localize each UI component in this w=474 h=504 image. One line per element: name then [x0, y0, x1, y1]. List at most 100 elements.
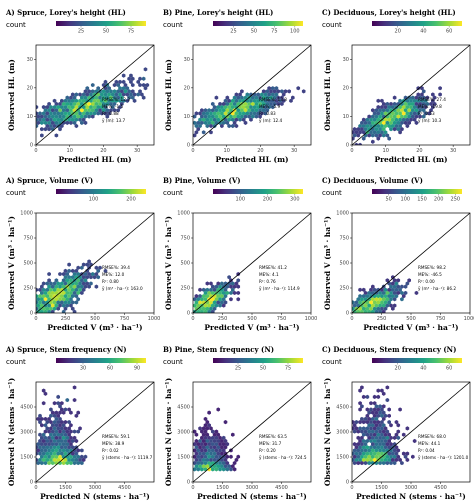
- hexbin-cell: [116, 89, 121, 94]
- hexbin-cell: [212, 445, 217, 450]
- hexbin-cell: [65, 278, 70, 283]
- hexbin-cell: [381, 429, 386, 434]
- hexbin-cell: [58, 101, 62, 107]
- hexbin-cell: [63, 300, 68, 305]
- hexbin-cell: [250, 108, 255, 113]
- hexbin-cell: [220, 123, 224, 129]
- hexbin-cell: [67, 407, 71, 412]
- hexbin-cell: [65, 290, 70, 296]
- hexbin-cell: [36, 445, 39, 450]
- hexbin-cell: [107, 92, 111, 97]
- hexbin-cell: [370, 429, 375, 434]
- hexbin-cell: [38, 111, 42, 116]
- hexbin-cell: [193, 454, 197, 459]
- hexbin-cell: [209, 300, 213, 305]
- hexbin-cell: [72, 429, 77, 434]
- hexbin-cell: [130, 82, 135, 88]
- hexbin-cell: [54, 120, 59, 125]
- colorbar: [213, 189, 303, 194]
- hexbin-cell: [200, 467, 204, 472]
- hexbin-cell: [45, 111, 50, 116]
- hexbin-cell: [234, 123, 239, 129]
- panel-title: B) Pine, Volume (V): [163, 176, 241, 185]
- hexbin-cell: [381, 108, 386, 113]
- hexbin-cell: [56, 445, 61, 450]
- hexbin-cell: [41, 300, 46, 305]
- hexbin-cell: [209, 281, 213, 286]
- hexbin-cell: [38, 300, 42, 305]
- hexbin-cell: [225, 454, 230, 459]
- y-tick-label: 1000: [177, 211, 190, 217]
- y-tick-label: 250: [180, 286, 190, 292]
- hexbin-cell: [400, 297, 404, 302]
- y-axis-label: Observed HL (m): [164, 59, 173, 131]
- hexbin-cell: [423, 111, 428, 116]
- hexbin-cell: [363, 309, 368, 313]
- hexbin-cell: [376, 130, 381, 135]
- hexbin-cell: [52, 287, 57, 292]
- hexbin-cell: [205, 420, 210, 425]
- hexbin-cell: [380, 306, 384, 311]
- hexbin-cell: [60, 117, 64, 122]
- hexbin-cell: [392, 435, 397, 440]
- hexbin-cell: [69, 278, 73, 283]
- hexbin-cell: [214, 297, 219, 302]
- hexbin-cell: [61, 435, 66, 440]
- hexbin-cell: [70, 306, 75, 311]
- hexbin-cell: [372, 394, 377, 399]
- hexbin-cell: [70, 275, 75, 280]
- stat-line: R²: 0.83: [259, 111, 276, 116]
- colorbar-tick-label: 50: [251, 29, 257, 35]
- hexbin-cell: [352, 460, 357, 466]
- hexbin-cell: [392, 284, 397, 289]
- hexbin-cell: [367, 448, 371, 453]
- hexbin-cell: [87, 114, 91, 119]
- hexbin-cell: [210, 284, 215, 289]
- hexbin-cell: [81, 262, 86, 267]
- stat-line: ME%: -19.8: [418, 104, 442, 109]
- hexbin-cell: [87, 271, 91, 277]
- hexbin-cell: [218, 442, 222, 447]
- hexbin-cell: [61, 284, 66, 289]
- hexbin-cell: [49, 306, 53, 311]
- hexbin-cell: [198, 464, 202, 469]
- y-tick-label: 30: [27, 57, 33, 63]
- colorbar-tick-label: 40: [420, 366, 426, 372]
- hexbin-cell: [372, 420, 377, 425]
- hexbin-cell: [361, 294, 366, 299]
- hexbin-cell: [354, 457, 359, 462]
- hexbin-cell: [201, 294, 206, 299]
- stat-line: ȳ (m³ · ha⁻¹): 114.9: [259, 286, 300, 291]
- hexbin-cell: [70, 457, 75, 462]
- x-tick-label: 1500: [375, 485, 388, 491]
- hexbin-cell: [49, 451, 53, 456]
- hexbin-cell: [92, 98, 97, 103]
- hexbin-cell: [87, 108, 91, 113]
- hexbin-cell: [412, 438, 417, 444]
- stat-line: R²: 0.80: [102, 279, 119, 284]
- hexbin-cell: [261, 89, 266, 94]
- hexbin-cell: [361, 457, 366, 462]
- hexbin-cell: [47, 297, 51, 302]
- hexbin-cell: [372, 287, 377, 292]
- hexbin-cell: [369, 300, 373, 305]
- hexbin-cell: [89, 281, 93, 286]
- hexbin-cell: [360, 404, 364, 409]
- hexbin-cell: [374, 454, 379, 459]
- hexbin-cell: [56, 105, 61, 110]
- hexbin-cell: [365, 426, 370, 431]
- hexbin-cell: [378, 460, 382, 466]
- hexbin-cell: [381, 391, 386, 396]
- hexbin-cell: [354, 130, 359, 135]
- hexbin-cell: [354, 300, 359, 305]
- hexbin-cell: [52, 105, 57, 110]
- hexbin-cell: [421, 101, 426, 107]
- hexbin-cell: [201, 130, 206, 135]
- hexbin-cell: [40, 284, 44, 289]
- hexbin-cell: [81, 98, 86, 103]
- hexbin-cell: [60, 401, 64, 406]
- hexbin-cell: [389, 101, 393, 107]
- hexbin-cell: [370, 290, 375, 296]
- hexbin-cell: [50, 309, 55, 313]
- hexbin-cell: [361, 432, 366, 437]
